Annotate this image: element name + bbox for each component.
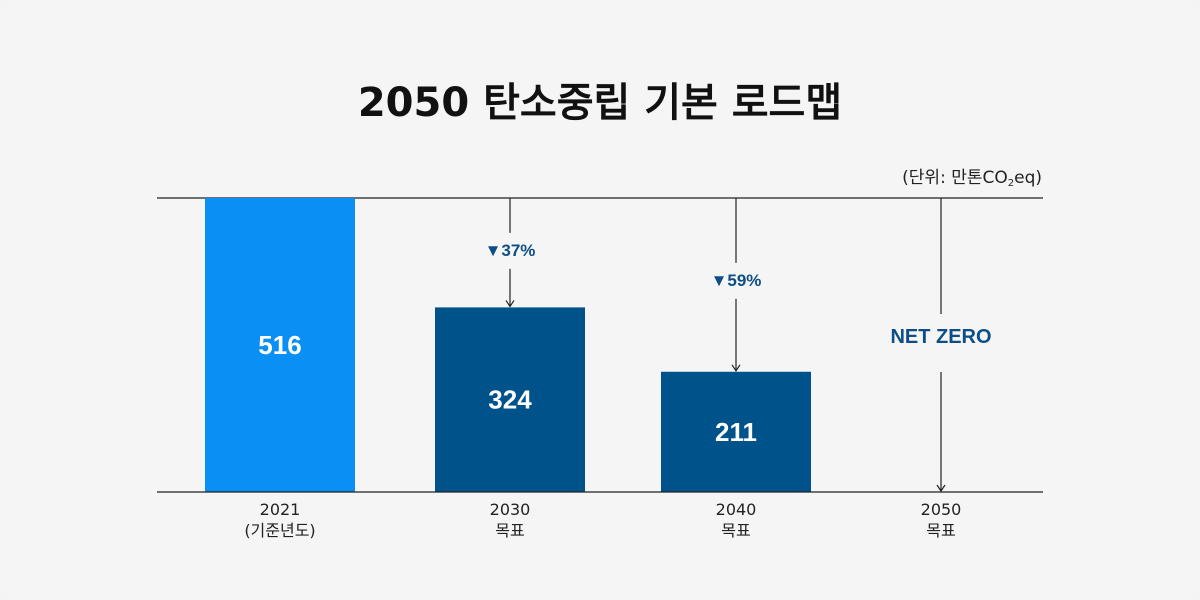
unit-label: (단위: 만톤CO2eq) <box>902 163 1042 189</box>
reduction-arrow-2030-label: ▼37% <box>485 241 536 260</box>
net-zero-arrow-arrowhead <box>936 484 946 493</box>
bar-value-label-2030: 324 <box>488 385 532 415</box>
reduction-arrow-2040-label: ▼59% <box>711 271 762 290</box>
x-tick-sublabel-2030: 목표 <box>495 521 524 540</box>
bar-2040 <box>661 371 811 492</box>
unit-suffix: eq) <box>1014 168 1042 188</box>
unit-prefix: (단위: 만톤CO <box>902 168 1008 188</box>
unit-subscript: 2 <box>1007 178 1015 189</box>
reduction-arrow-2030-arrowhead <box>505 300 515 308</box>
x-tick-label-2030: 2030 <box>490 500 531 519</box>
x-tick-sublabel-2040: 목표 <box>721 521 750 540</box>
net-zero-arrow-label: NET ZERO <box>890 326 991 348</box>
x-tick-label-2021: 2021 <box>260 500 301 519</box>
x-tick-sublabel-2021: (기준년도) <box>244 521 315 540</box>
bar-value-label-2040: 211 <box>715 417 757 447</box>
chart-title: 2050 탄소중립 기본 로드맵 <box>357 80 843 126</box>
bar-2021 <box>205 198 355 492</box>
x-tick-label-2050: 2050 <box>921 500 962 519</box>
bar-2030 <box>435 307 585 492</box>
x-tick-label-2040: 2040 <box>716 500 757 519</box>
x-tick-sublabel-2050: 목표 <box>926 521 955 540</box>
reduction-arrow-2040-arrowhead <box>731 364 741 372</box>
bar-value-label-2021: 516 <box>258 330 301 360</box>
